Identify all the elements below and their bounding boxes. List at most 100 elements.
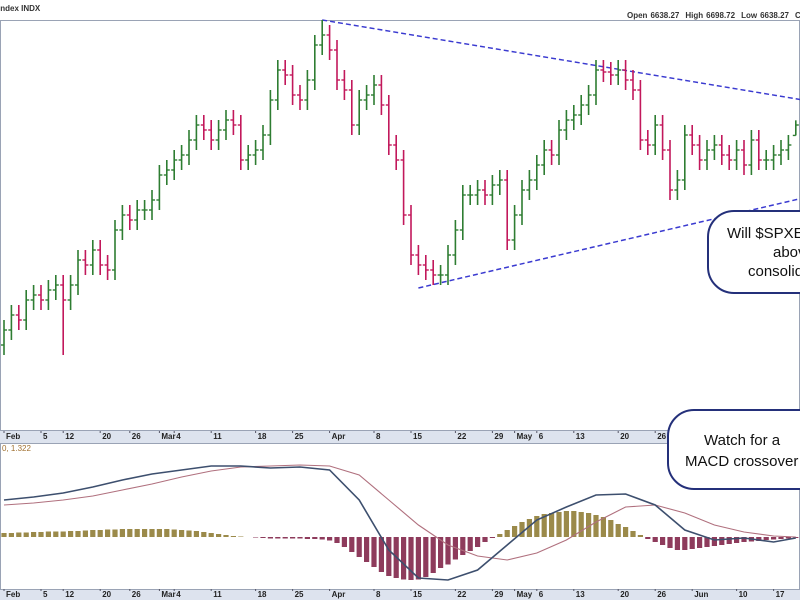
histogram-bar	[134, 529, 140, 537]
x-tick-label: Apr	[332, 590, 346, 599]
x-tick-label: 4	[176, 432, 181, 441]
histogram-bar	[430, 537, 436, 573]
callout-text: consolid	[748, 263, 800, 280]
histogram-bar	[489, 537, 495, 538]
histogram-bar	[586, 513, 592, 537]
histogram-bar	[549, 513, 555, 537]
histogram-bar	[208, 533, 214, 537]
histogram-bar	[253, 537, 259, 538]
price-panel	[0, 20, 800, 431]
histogram-bar	[526, 519, 532, 537]
histogram-bar	[312, 537, 318, 539]
x-tick-label: 6	[539, 590, 544, 599]
histogram-bar	[105, 529, 111, 537]
date-strip	[0, 431, 800, 443]
histogram-bar	[600, 517, 606, 537]
histogram-bar	[475, 537, 481, 547]
callout-text: MACD crossover	[685, 453, 798, 470]
histogram-bar	[82, 530, 88, 537]
x-tick-label: 5	[43, 590, 48, 599]
x-tick-label: 20	[620, 590, 629, 599]
histogram-bar	[260, 537, 266, 538]
histogram-bar	[23, 532, 29, 537]
x-tick-label: May	[517, 432, 533, 441]
histogram-bar	[608, 520, 614, 537]
histogram-bar	[615, 524, 621, 537]
histogram-bar	[297, 537, 303, 539]
x-tick-label: Mar	[161, 590, 175, 599]
histogram-bar	[171, 529, 177, 537]
histogram-bar	[90, 530, 96, 537]
histogram-bar	[512, 526, 518, 537]
callout-box	[667, 409, 800, 490]
histogram-bar	[793, 537, 799, 538]
histogram-bar	[704, 537, 710, 547]
histogram-bar	[75, 531, 81, 537]
histogram-bar	[45, 531, 51, 537]
histogram-bar	[630, 531, 636, 537]
histogram-bar	[275, 537, 281, 539]
x-tick-label: 18	[258, 432, 267, 441]
histogram-bar	[238, 536, 244, 537]
histogram-bar	[149, 529, 155, 537]
histogram-bar	[142, 529, 148, 537]
histogram-bar	[230, 536, 236, 537]
histogram-bar	[193, 531, 199, 537]
x-tick-label: 20	[102, 590, 111, 599]
histogram-bar	[645, 537, 651, 539]
histogram-bar	[327, 537, 333, 541]
x-tick-label: 13	[576, 432, 585, 441]
x-tick-label: 17	[776, 590, 785, 599]
histogram-bar	[16, 532, 22, 537]
x-tick-label: 12	[65, 590, 74, 599]
macd-panel	[0, 443, 800, 590]
x-tick-label: 22	[457, 432, 466, 441]
histogram-bar	[119, 529, 125, 537]
callout-text: Will $SPXE	[727, 225, 800, 242]
histogram-bar	[415, 537, 421, 580]
histogram-bar	[719, 537, 725, 545]
histogram-bar	[726, 537, 732, 544]
histogram-bar	[341, 537, 347, 547]
x-tick-label: 25	[295, 590, 304, 599]
x-tick-label: 5	[43, 432, 48, 441]
callout-text: Watch for a	[704, 432, 781, 449]
histogram-bar	[1, 533, 7, 537]
x-tick-label: 25	[295, 432, 304, 441]
stat-label: High	[685, 11, 703, 20]
histogram-bar	[112, 529, 118, 537]
x-tick-label: Feb	[6, 590, 20, 599]
histogram-bar	[267, 537, 273, 539]
histogram-bar	[164, 529, 170, 537]
x-tick-label: 8	[376, 590, 381, 599]
x-tick-label: 26	[132, 432, 141, 441]
histogram-bar	[652, 537, 658, 542]
histogram-bar	[68, 531, 74, 537]
histogram-bar	[563, 511, 569, 537]
histogram-bar	[216, 534, 222, 537]
x-tick-label: 29	[494, 432, 503, 441]
histogram-bar	[771, 537, 777, 540]
histogram-bar	[534, 516, 540, 537]
stat-value: 6638.27	[760, 11, 789, 20]
histogram-bar	[223, 535, 229, 537]
x-tick-label: 11	[213, 432, 222, 441]
x-tick-label: 4	[176, 590, 181, 599]
histogram-bar	[356, 537, 362, 557]
macd-line	[3, 465, 796, 581]
histogram-bar	[401, 537, 407, 580]
histogram-bar	[378, 537, 384, 572]
x-tick-label: 12	[65, 432, 74, 441]
trendline	[322, 19, 800, 101]
histogram-bar	[556, 512, 562, 537]
histogram-bar	[571, 511, 577, 537]
histogram-bar	[386, 537, 392, 576]
indicator-label: 0, 1.322	[2, 444, 31, 453]
x-tick-label: 26	[657, 590, 666, 599]
histogram-bar	[711, 537, 717, 546]
histogram-bar	[667, 537, 673, 548]
histogram-bar	[408, 537, 414, 580]
histogram-bar	[8, 533, 14, 537]
histogram-bar	[38, 532, 44, 537]
stat-label: Close	[795, 11, 800, 20]
